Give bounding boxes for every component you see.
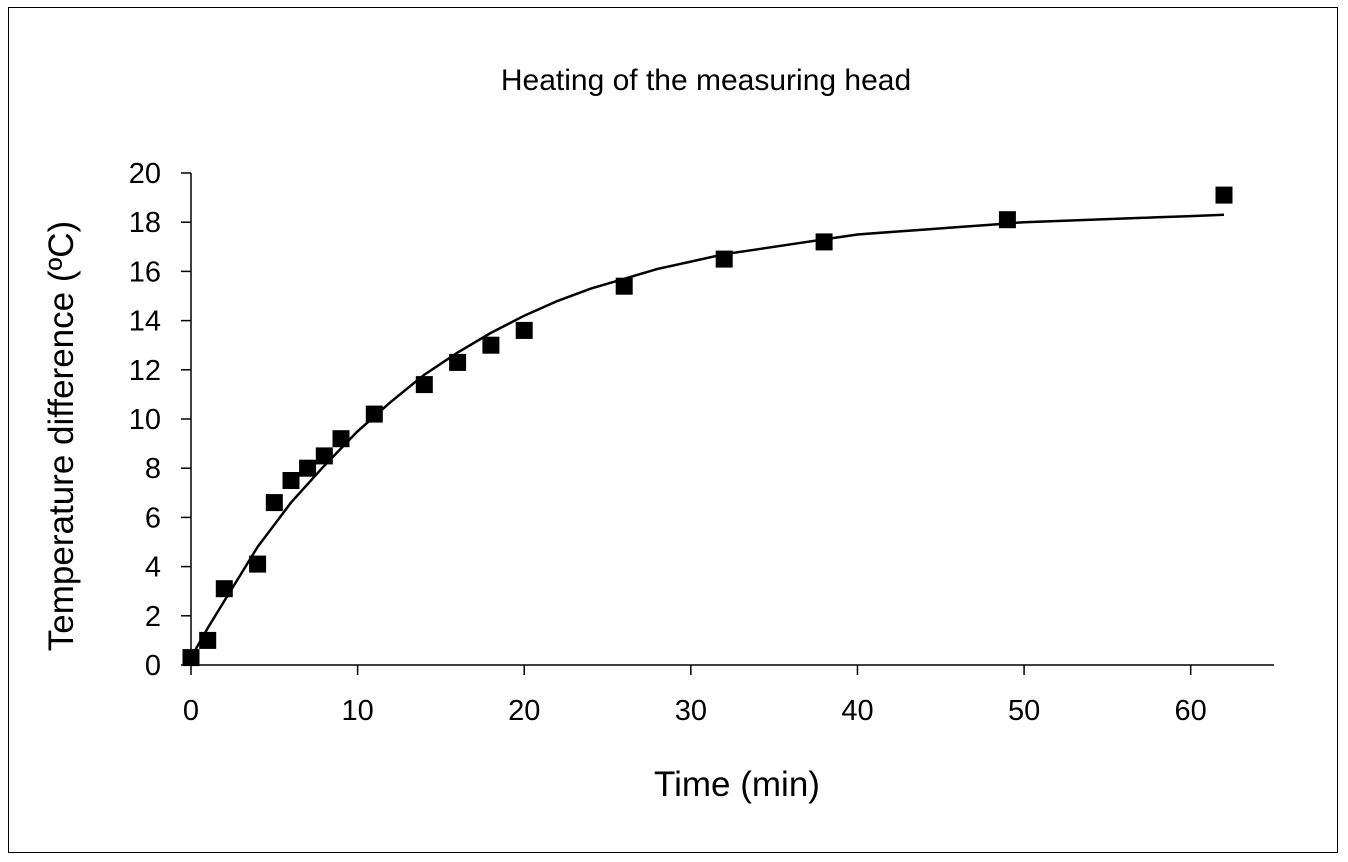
chart-frame: [8, 7, 1338, 853]
data-point: [449, 353, 467, 371]
data-point: [182, 649, 200, 667]
y-tick-label: 10: [129, 404, 161, 436]
y-tick-label: 12: [129, 355, 161, 387]
fit-curve-layer: [189, 213, 1225, 659]
y-tick-label: 16: [129, 256, 161, 288]
data-point: [515, 321, 533, 339]
y-tick-label: 14: [129, 306, 161, 338]
data-point: [715, 250, 733, 268]
data-point: [998, 211, 1016, 229]
y-axis-label: Temperature difference (ºC): [42, 221, 81, 651]
axes: 0 2 4 6 8 10 12 14 16 18 20 0 10 20 30 40 50 60: [129, 158, 1274, 727]
x-tick-label: 60: [1175, 695, 1207, 727]
x-tick-label: 40: [841, 695, 873, 727]
data-point: [199, 631, 217, 649]
y-tick-label: 20: [129, 158, 161, 190]
data-point: [815, 233, 833, 251]
data-point: [299, 459, 317, 477]
data-point: [332, 430, 350, 448]
data-point: [1215, 186, 1233, 204]
chart-title: Heating of the measuring head: [501, 64, 911, 97]
data-point: [315, 447, 333, 465]
x-tick-label: 50: [1008, 695, 1040, 727]
data-point: [482, 336, 500, 354]
data-point: [415, 376, 433, 394]
y-tick-label: 18: [129, 207, 161, 239]
data-point: [615, 277, 633, 295]
x-tick-label: 0: [183, 695, 199, 727]
y-tick-label: 6: [145, 502, 161, 534]
y-tick-label: 2: [145, 601, 161, 633]
data-point: [215, 580, 233, 598]
data-point: [365, 405, 383, 423]
data-point: [282, 472, 300, 489]
data-points-layer: [182, 186, 1233, 667]
data-point: [265, 494, 283, 512]
fit-curve: [189, 213, 1225, 659]
x-tick-label: 10: [341, 695, 373, 727]
y-tick-label: 0: [145, 650, 161, 682]
x-axis-label: Time (min): [654, 765, 820, 804]
data-point: [249, 555, 267, 573]
x-tick-label: 20: [508, 695, 540, 727]
x-tick-label: 30: [675, 695, 707, 727]
y-tick-label: 4: [145, 552, 161, 584]
y-tick-label: 8: [145, 453, 161, 485]
